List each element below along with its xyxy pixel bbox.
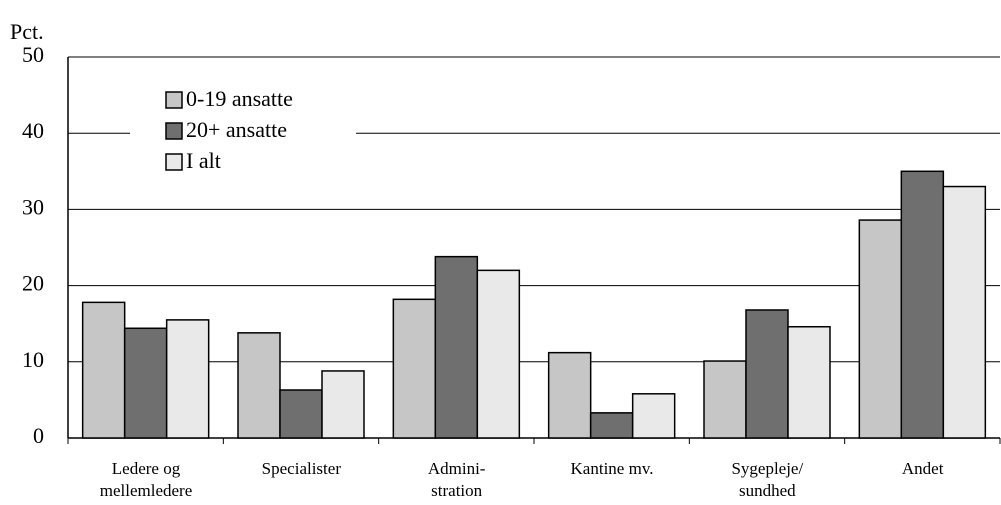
bar [900, 170, 945, 439]
bar [237, 332, 281, 439]
bar [392, 298, 437, 439]
y-tick-label: 0 [33, 423, 44, 448]
bar [631, 393, 676, 439]
bar [434, 255, 479, 439]
legend-label: I alt [186, 148, 221, 173]
x-tick-label: Ledere og mellemledere [99, 459, 193, 500]
y-tick-label: 20 [22, 271, 44, 296]
bar [547, 351, 592, 439]
legend-swatch [165, 122, 183, 140]
bar [787, 325, 831, 439]
legend-swatch [165, 91, 183, 109]
x-tick-label: Specialister [261, 459, 341, 478]
bar [703, 360, 747, 439]
x-tick-label: Kantine mv. [570, 459, 654, 478]
bar [589, 412, 634, 439]
x-tick-label: Sygepleje/ sundhed [731, 459, 804, 500]
bar [165, 319, 210, 439]
bar [745, 309, 789, 439]
y-axis-label: Pct. [10, 19, 44, 44]
bar [476, 269, 521, 439]
legend-swatch [165, 153, 183, 171]
bar [123, 327, 168, 439]
legend-label: 20+ ansatte [186, 117, 287, 142]
y-tick-label: 50 [22, 42, 44, 67]
y-tick-label: 30 [22, 194, 44, 219]
bar [81, 301, 126, 439]
x-tick-label: Admini- stration [427, 459, 486, 500]
bar [858, 219, 903, 439]
legend-label: 0-19 ansatte [186, 86, 293, 111]
y-tick-label: 40 [22, 118, 44, 143]
y-tick-label: 10 [22, 347, 44, 372]
bar [279, 389, 323, 439]
x-tick-label: Andet [901, 459, 944, 478]
bar [321, 370, 365, 439]
bar [942, 185, 987, 439]
